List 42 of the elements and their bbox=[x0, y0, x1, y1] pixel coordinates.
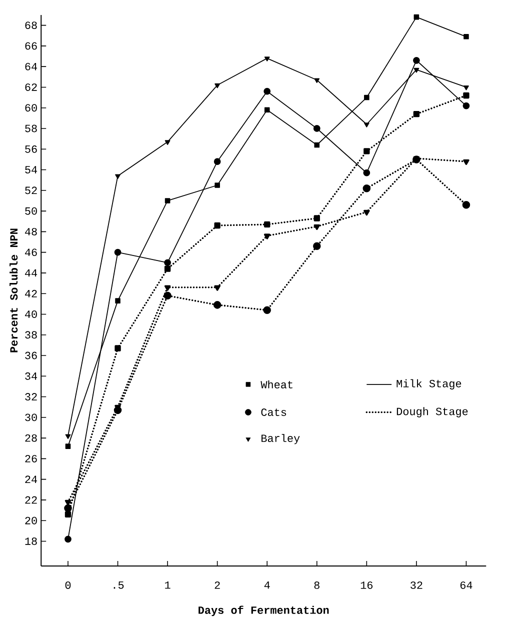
y-tick-label: 38 bbox=[25, 331, 37, 339]
annotation: Dough Stage bbox=[396, 407, 468, 418]
x-axis-title: Days of Fermentation bbox=[198, 606, 329, 616]
x-tick-label: 2 bbox=[214, 581, 220, 589]
y-tick-label: 56 bbox=[25, 145, 37, 153]
y-tick-label: 66 bbox=[25, 42, 37, 50]
x-tick-label: 0 bbox=[65, 581, 71, 589]
y-tick-label: 36 bbox=[25, 352, 37, 360]
y-tick-label: 64 bbox=[25, 62, 38, 70]
y-tick-label: 28 bbox=[25, 434, 37, 442]
y-tick-label: 24 bbox=[25, 476, 38, 483]
y-tick-label: 68 bbox=[25, 22, 37, 30]
x-tick-label: 8 bbox=[314, 581, 320, 589]
y-tick-label: 58 bbox=[25, 124, 37, 132]
y-tick-label: 32 bbox=[25, 393, 37, 400]
x-tick-label: 16 bbox=[360, 581, 373, 589]
y-tick-label: 20 bbox=[25, 516, 37, 524]
x-tick-label: 32 bbox=[410, 581, 422, 589]
y-tick-label: 50 bbox=[25, 207, 37, 215]
x-tick-label: 64 bbox=[460, 581, 472, 589]
legend-label: Wheat bbox=[260, 380, 292, 388]
y-tick-label: 34 bbox=[25, 372, 38, 380]
y-tick-label: 22 bbox=[25, 496, 37, 504]
legend-label: Cats bbox=[261, 408, 286, 416]
x-tick-label: 1 bbox=[165, 581, 170, 589]
legend-label: Barley bbox=[262, 434, 300, 444]
y-tick-label: 18 bbox=[25, 538, 37, 545]
y-tick-label: 26 bbox=[25, 454, 37, 462]
y-tick-label: 30 bbox=[25, 414, 37, 422]
x-tick-label: 4 bbox=[264, 581, 270, 589]
y-tick-label: 52 bbox=[25, 186, 37, 194]
y-tick-label: 44 bbox=[24, 269, 38, 277]
y-tick-label: 42 bbox=[24, 290, 37, 298]
y-tick-label: 62 bbox=[25, 84, 37, 91]
y-tick-label: 48 bbox=[24, 228, 37, 236]
annotation: Milk Stage bbox=[396, 379, 462, 390]
y-axis-title: Percent Soluble NPN bbox=[10, 228, 18, 352]
y-tick-label: 40 bbox=[24, 310, 37, 318]
y-tick-label: 54 bbox=[25, 166, 38, 174]
y-tick-label: 60 bbox=[25, 104, 37, 112]
x-tick-label: .5 bbox=[114, 581, 124, 589]
y-tick-label: 46 bbox=[24, 248, 37, 256]
